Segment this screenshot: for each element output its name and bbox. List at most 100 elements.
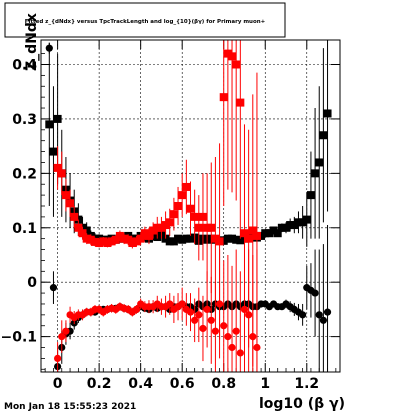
data-point-square [240, 229, 249, 238]
data-point-circle [319, 316, 327, 324]
data-point-square [244, 234, 253, 243]
data-series [45, 40, 332, 372]
data-point-square [236, 98, 245, 107]
data-point-square [190, 212, 199, 221]
data-point-square [53, 114, 62, 123]
data-point-square [174, 202, 183, 210]
data-point-square [61, 191, 70, 200]
y-tick-label: 0.4 [12, 57, 37, 73]
data-point-square [236, 236, 245, 245]
data-point-square [186, 234, 195, 243]
data-point-circle [54, 354, 62, 362]
data-point-square [82, 226, 91, 235]
data-point-square [219, 236, 228, 245]
data-point-square [165, 218, 174, 227]
data-point-square [277, 223, 286, 232]
data-point-square [144, 231, 153, 240]
data-point-square [223, 49, 232, 58]
axis-tick-labels: 0 0.2 0.4 0.6 0.8 1 1.2 −0.1 0 0.1 0.2 0.3 0.4 [0, 57, 319, 392]
data-point-square [124, 235, 133, 244]
data-point-circle [49, 284, 58, 292]
data-point-square [45, 120, 54, 129]
data-point-square [74, 223, 83, 232]
data-point-square [302, 215, 311, 224]
data-point-square [136, 234, 145, 243]
x-tick-label: 0.2 [87, 376, 112, 392]
data-point-square [157, 223, 166, 232]
chart-title: Fitted z_{dNdx} versus TpcTrackLength an… [25, 19, 266, 25]
data-point-circle [132, 305, 141, 314]
x-tick-label: 0.8 [211, 376, 236, 392]
y-tick-label: −0.1 [0, 330, 37, 346]
data-point-circle [166, 300, 174, 308]
data-point-square [103, 239, 112, 248]
data-point-square [99, 237, 108, 246]
data-point-square [257, 231, 266, 240]
data-point-square [78, 229, 87, 238]
data-point-square [215, 237, 224, 246]
title-box [4, 2, 286, 38]
data-point-square [165, 237, 174, 246]
data-point-square [115, 231, 124, 240]
data-point-square [298, 218, 307, 227]
data-point-square [203, 223, 212, 232]
x-tick-label: 0.4 [128, 376, 153, 392]
data-point-circle [45, 44, 53, 52]
data-point-square [82, 234, 91, 243]
data-point-square [311, 169, 320, 178]
data-point-circle [199, 324, 207, 333]
data-point-square [207, 223, 216, 232]
data-point-square [306, 191, 315, 200]
series-4 [54, 244, 261, 372]
data-point-circle [236, 349, 244, 357]
data-point-square [232, 60, 241, 69]
data-point-square [132, 237, 141, 246]
data-point-square [66, 199, 75, 208]
data-point-square [273, 229, 282, 238]
data-point-square [161, 221, 170, 230]
data-point-square [149, 226, 158, 235]
data-point-circle [249, 333, 257, 341]
data-point-square [107, 237, 116, 246]
y-tick-label: 0.2 [12, 166, 37, 182]
data-point-square [294, 218, 303, 227]
data-point-square [261, 229, 270, 238]
data-point-circle [299, 311, 307, 319]
data-point-square [228, 52, 237, 61]
data-point-circle [220, 322, 228, 330]
data-point-circle [211, 327, 220, 335]
data-point-square [319, 131, 328, 140]
data-point-square [128, 239, 137, 248]
data-point-square [90, 237, 99, 246]
data-point-square [290, 221, 299, 230]
data-point-square [57, 169, 66, 178]
data-point-square [120, 234, 129, 243]
data-point-square [182, 182, 191, 191]
data-point-square [248, 226, 257, 235]
data-point-circle [195, 311, 203, 319]
data-point-circle [207, 316, 215, 324]
x-tick-label: 1 [260, 376, 270, 392]
data-point-square [252, 231, 261, 240]
data-point-circle [232, 327, 240, 335]
x-tick-label: 0.6 [170, 376, 195, 392]
y-tick-label: 0.3 [12, 112, 37, 128]
y-tick-label: 0 [27, 275, 37, 291]
data-point-square [153, 223, 162, 232]
data-point-square [323, 109, 332, 118]
data-point-circle [224, 333, 232, 341]
data-point-square [265, 229, 274, 238]
data-point-circle [191, 316, 199, 324]
data-point-square [219, 93, 228, 102]
data-point-circle [62, 327, 70, 335]
data-point-square [282, 223, 291, 232]
x-axis-label: log10 (β γ) [259, 396, 345, 412]
datestamp: Mon Jan 18 15:55:23 2021 [4, 402, 136, 412]
data-point-circle [203, 305, 211, 314]
data-point-square [111, 235, 120, 244]
data-point-square [140, 229, 149, 238]
data-point-square [194, 223, 203, 232]
data-point-circle [253, 343, 261, 352]
data-point-square [53, 163, 62, 172]
data-point-square [315, 158, 324, 167]
